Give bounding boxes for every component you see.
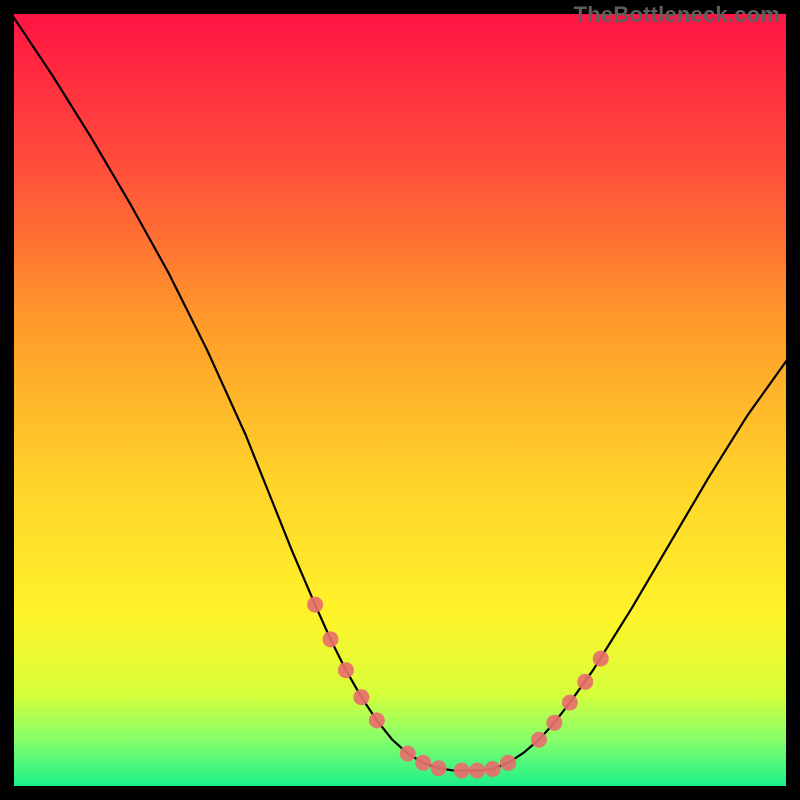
gradient-background	[14, 14, 786, 786]
watermark-text: TheBottleneck.com	[574, 2, 780, 28]
chart-frame: TheBottleneck.com	[0, 0, 800, 800]
plot-area	[14, 14, 786, 786]
bottleneck-chart	[14, 14, 786, 786]
